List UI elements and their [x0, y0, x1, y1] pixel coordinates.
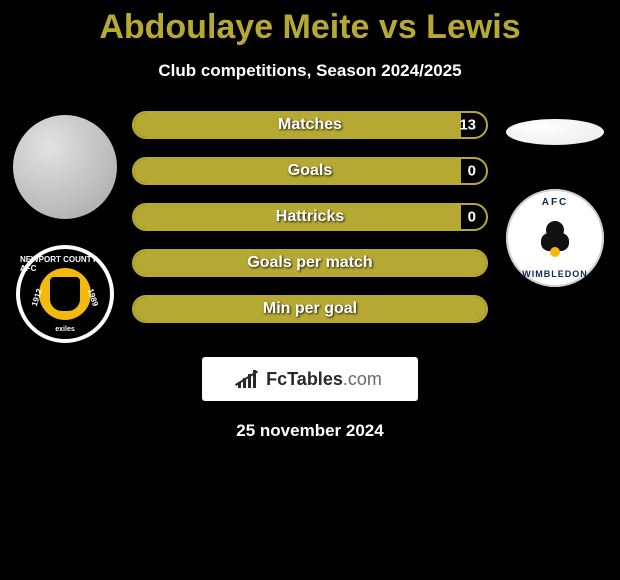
stat-bar: Matches 13 — [132, 111, 488, 139]
date-text: 25 november 2024 — [0, 421, 620, 441]
crest-text: NEWPORT COUNTY AFC — [20, 255, 110, 273]
left-player-crest: NEWPORT COUNTY AFC 1912 1989 exiles — [16, 245, 114, 343]
subtitle: Club competitions, Season 2024/2025 — [0, 61, 620, 81]
stat-label: Min per goal — [263, 300, 357, 318]
page-title: Abdoulaye Meite vs Lewis — [0, 0, 620, 47]
stat-value-right: 0 — [468, 209, 476, 226]
stat-bar: Goals per match — [132, 249, 488, 277]
stat-value-right: 13 — [459, 117, 476, 134]
crest-text: AFC — [542, 197, 569, 208]
stat-label: Hattricks — [276, 208, 344, 226]
stats-column: Matches 13 Goals 0 Hattricks 0 Goals per match… — [130, 111, 490, 323]
left-player-avatar — [13, 115, 117, 219]
bar-chart-icon — [238, 370, 260, 388]
stat-bar: Min per goal — [132, 295, 488, 323]
right-player-crest: AFC WIMBLEDON — [506, 189, 604, 287]
brand-logo: FcTables.com — [202, 357, 418, 401]
eagle-icon — [534, 219, 576, 257]
crest-text: WIMBLEDON — [522, 269, 588, 279]
stat-bar: Hattricks 0 — [132, 203, 488, 231]
stat-label: Goals per match — [247, 254, 372, 272]
right-player-column: AFC WIMBLEDON — [490, 111, 620, 287]
brand-text: FcTables.com — [266, 369, 382, 390]
stat-bar: Goals 0 — [132, 157, 488, 185]
crest-text: exiles — [55, 326, 74, 333]
left-player-column: NEWPORT COUNTY AFC 1912 1989 exiles — [0, 111, 130, 343]
stat-label: Goals — [288, 162, 332, 180]
stat-value-right: 0 — [468, 163, 476, 180]
stat-label: Matches — [278, 116, 342, 134]
comparison-row: NEWPORT COUNTY AFC 1912 1989 exiles Matc… — [0, 111, 620, 343]
right-player-avatar — [506, 119, 604, 145]
